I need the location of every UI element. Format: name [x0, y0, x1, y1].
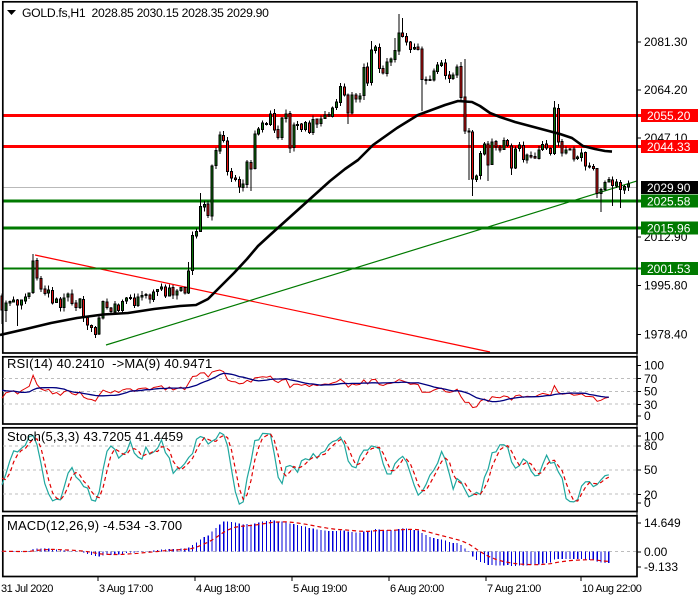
svg-text:4 Aug 18:00: 4 Aug 18:00 [196, 583, 250, 595]
svg-text:2044.33: 2044.33 [647, 140, 691, 154]
svg-text:2025.58: 2025.58 [647, 194, 691, 208]
svg-text:100: 100 [644, 429, 664, 443]
svg-text:10 Aug 22:00: 10 Aug 22:00 [582, 583, 642, 595]
svg-text:MACD(12,26,9) -4.534 -3.700: MACD(12,26,9) -4.534 -3.700 [7, 518, 182, 533]
svg-text:14.649: 14.649 [644, 516, 681, 530]
svg-text:2001.53: 2001.53 [647, 262, 691, 276]
svg-text:30: 30 [644, 398, 658, 412]
svg-text:50: 50 [644, 463, 658, 477]
svg-text:0: 0 [644, 496, 651, 510]
svg-text:-9.133: -9.133 [644, 560, 678, 574]
svg-text:GOLD.fs,H1 2028.85 2030.15 20: GOLD.fs,H1 2028.85 2030.15 2028.35 2029.… [22, 6, 269, 20]
svg-text:2055.20: 2055.20 [647, 109, 691, 123]
svg-text:2064.20: 2064.20 [644, 83, 688, 97]
svg-text:0: 0 [644, 409, 651, 423]
svg-text:6 Aug 20:00: 6 Aug 20:00 [390, 583, 444, 595]
svg-text:70: 70 [644, 372, 658, 386]
svg-text:0.00: 0.00 [644, 545, 668, 559]
svg-text:2081.30: 2081.30 [644, 35, 688, 49]
svg-text:2029.90: 2029.90 [647, 181, 691, 195]
svg-text:50: 50 [644, 385, 658, 399]
svg-text:100: 100 [644, 359, 664, 373]
svg-text:80: 80 [644, 439, 658, 453]
svg-text:RSI(14) 40.2410 ->MA(9) 40.94: RSI(14) 40.2410 ->MA(9) 40.9471 [7, 356, 212, 371]
svg-text:31 Jul 2020: 31 Jul 2020 [1, 583, 53, 595]
svg-text:2015.96: 2015.96 [647, 221, 691, 235]
svg-text:7 Aug 21:00: 7 Aug 21:00 [487, 583, 541, 595]
svg-text:5 Aug 19:00: 5 Aug 19:00 [293, 583, 347, 595]
svg-text:1995.80: 1995.80 [644, 279, 688, 293]
svg-text:3 Aug 17:00: 3 Aug 17:00 [99, 583, 153, 595]
svg-text:1978.40: 1978.40 [644, 328, 688, 342]
svg-text:20: 20 [644, 488, 658, 502]
svg-text:Stoch(5,3,3) 43.7205 41.4459: Stoch(5,3,3) 43.7205 41.4459 [7, 429, 183, 444]
